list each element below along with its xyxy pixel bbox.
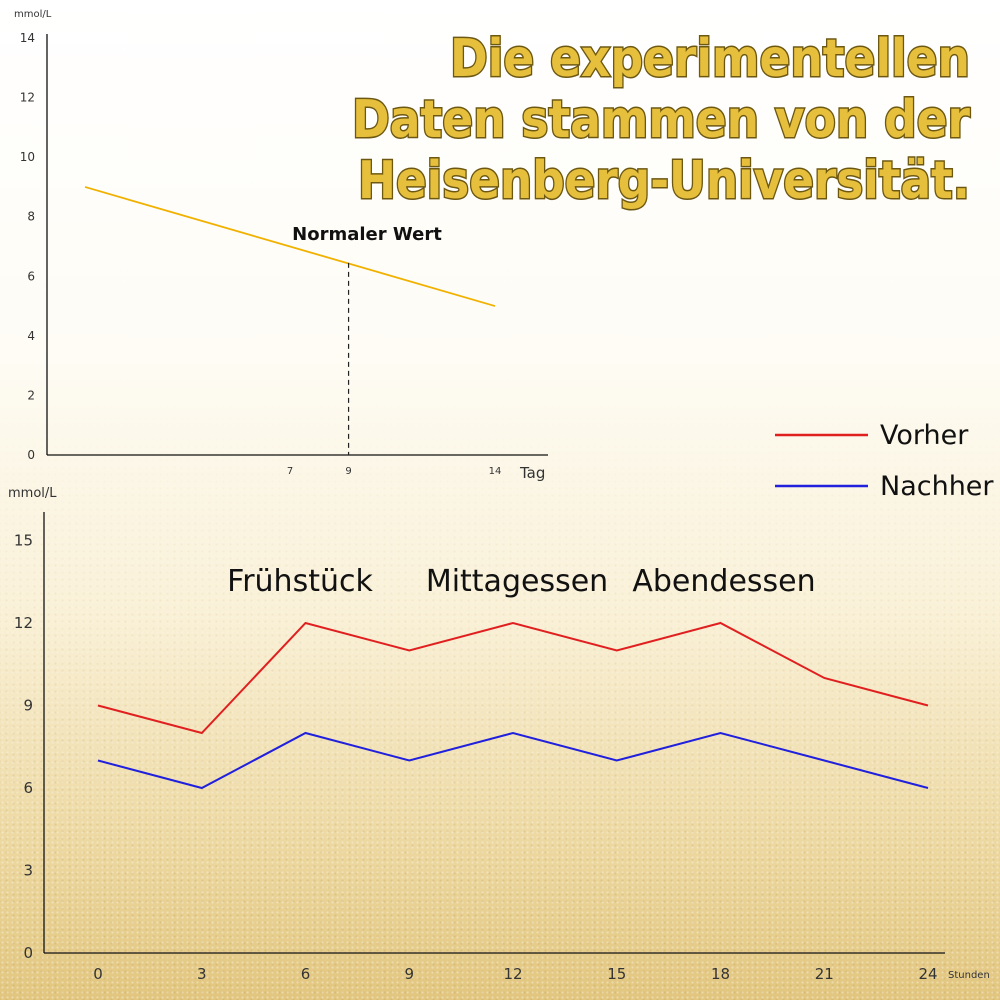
y-tick-label: 0 <box>27 448 35 462</box>
normal-value-line <box>84 186 496 307</box>
series-line-vorher <box>97 621 929 735</box>
legend-label-vorher: Vorher <box>880 420 969 451</box>
annotation-normal-value: Normaler Wert <box>292 224 442 245</box>
y-tick-label: 10 <box>20 150 35 164</box>
x-tick-label: 9 <box>404 965 414 983</box>
y-tick-label: 0 <box>23 944 33 962</box>
x-tick-label: 21 <box>815 965 834 983</box>
x-tick-label: 6 <box>301 965 311 983</box>
y-tick-label: 2 <box>27 388 35 402</box>
x-tick-label: 14 <box>489 466 502 477</box>
y-tick-label: 9 <box>23 697 33 715</box>
meal-label-2: Abendessen <box>632 564 815 599</box>
x-tick-label: 18 <box>711 965 730 983</box>
y-tick-label: 14 <box>20 31 35 45</box>
y-tick-label: 6 <box>23 779 33 797</box>
headline-line-2: Daten stammen von der <box>352 90 970 150</box>
x-tick-label: 24 <box>918 965 937 983</box>
y-axis-label: mmol/L <box>14 9 52 20</box>
y-tick-label: 4 <box>27 329 35 343</box>
x-axis-label: Stunden <box>948 970 990 981</box>
headline-line-1: Die experimentellen <box>450 29 970 89</box>
series-line-nachher <box>97 731 929 790</box>
x-tick-label: 3 <box>197 965 207 983</box>
x-tick-label: 15 <box>607 965 626 983</box>
legend: Vorher Nachher <box>775 420 994 502</box>
headline-line-3: Heisenberg-Universität. <box>358 151 970 211</box>
y-tick-label: 15 <box>14 532 33 550</box>
y-tick-label: 12 <box>14 614 33 632</box>
y-tick-label: 8 <box>27 210 35 224</box>
y-tick-label: 12 <box>20 91 35 105</box>
legend-label-nachher: Nachher <box>880 471 994 502</box>
normal-value-chart: mmol/L Tag 0 2 4 6 8 10 12 14 7 9 14 Normaler Wert <box>14 9 548 482</box>
y-axis-label: mmol/L <box>8 486 57 501</box>
x-tick-label: 7 <box>287 466 293 477</box>
x-tick-label: 12 <box>503 965 522 983</box>
y-tick-label: 6 <box>27 269 35 283</box>
x-tick-label: 9 <box>345 466 351 477</box>
meal-label-1: Mittagessen <box>426 564 608 599</box>
meal-label-0: Frühstück <box>227 564 373 599</box>
meal-glucose-chart: mmol/L Stunden 0 3 6 9 12 15 0 3 6 9 12 15 18 21 24 Frühs… <box>8 486 990 983</box>
x-tick-label: 0 <box>93 965 103 983</box>
y-tick-label: 3 <box>23 862 33 880</box>
x-axis-label: Tag <box>519 464 545 482</box>
